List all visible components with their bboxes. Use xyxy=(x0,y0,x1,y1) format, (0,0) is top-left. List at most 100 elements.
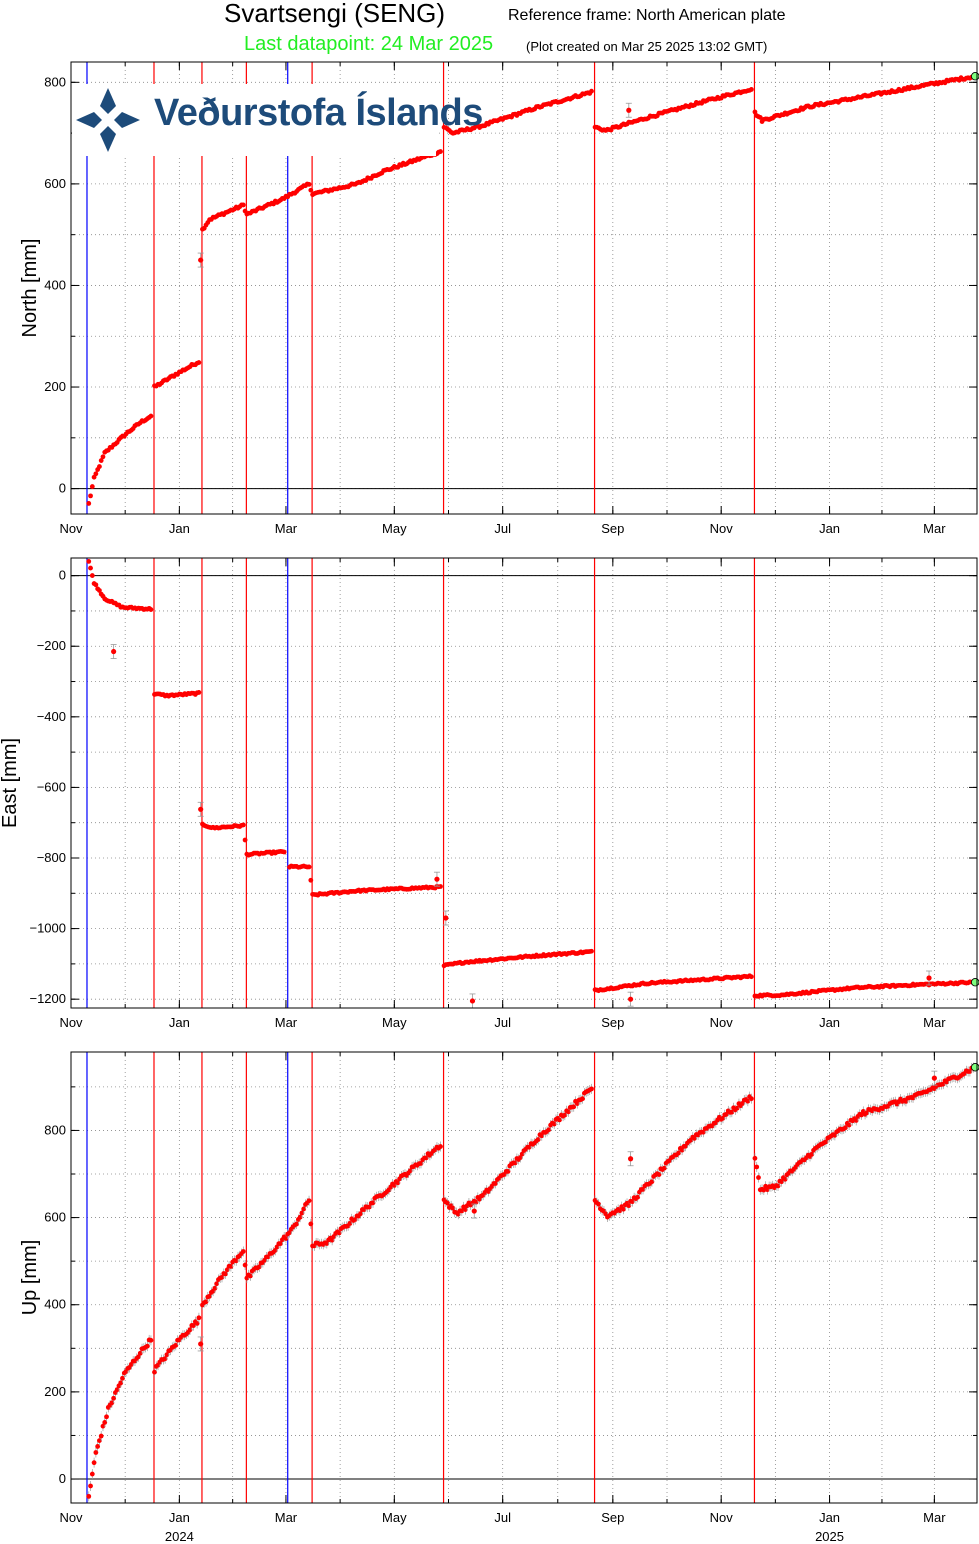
reference-frame-label: Reference frame: North American plate xyxy=(508,7,786,24)
title-bar: Svartsengi (SENG) Reference frame: North… xyxy=(0,0,979,30)
outlier-point xyxy=(627,1156,634,1162)
data-point xyxy=(301,1206,307,1212)
data-point xyxy=(438,149,443,154)
data-point xyxy=(407,1168,413,1174)
data-point xyxy=(626,1203,632,1209)
data-point xyxy=(224,1267,230,1273)
data-point xyxy=(589,948,594,954)
data-point xyxy=(574,1101,580,1106)
data-point xyxy=(98,458,104,463)
data-point xyxy=(748,1096,754,1102)
data-point xyxy=(294,1221,300,1227)
data-point xyxy=(734,1105,740,1111)
outlier-point xyxy=(627,996,634,1002)
data-point xyxy=(701,1129,706,1135)
panel-2 xyxy=(70,557,979,1009)
data-point xyxy=(297,1214,303,1220)
data-point xyxy=(551,1121,557,1127)
data-point xyxy=(148,1337,154,1343)
data-point xyxy=(505,1168,511,1174)
data-point xyxy=(748,974,754,980)
x-tick-label: Nov xyxy=(710,1015,734,1030)
data-point xyxy=(391,1182,397,1188)
data-point xyxy=(809,1151,815,1157)
data-point xyxy=(352,1217,358,1222)
data-point xyxy=(278,1241,284,1246)
data-point xyxy=(853,1118,859,1123)
data-point xyxy=(240,822,246,828)
data-point xyxy=(97,588,102,593)
data-point xyxy=(629,1199,635,1205)
x-tick-label: Jan xyxy=(819,1510,840,1525)
outlier-point xyxy=(198,1341,204,1347)
data-point xyxy=(98,1433,104,1439)
logo-text: Veðurstofa Íslands xyxy=(154,92,483,134)
y-axis-label: North [mm] xyxy=(19,239,41,338)
outlier-point xyxy=(111,648,117,655)
y-tick-label: −400 xyxy=(37,709,66,724)
x-tick-label: Sep xyxy=(601,1510,624,1525)
data-point xyxy=(450,1205,456,1211)
data-point xyxy=(692,1135,697,1141)
y-tick-label: 400 xyxy=(44,1297,66,1312)
data-point xyxy=(256,1264,262,1270)
y-tick-label: −200 xyxy=(37,638,66,653)
data-point xyxy=(102,1420,108,1425)
outlier-point xyxy=(469,998,476,1004)
x-tick-label: Jan xyxy=(169,1015,190,1030)
data-point xyxy=(93,582,99,588)
x-tick-label: Jan xyxy=(819,1015,840,1030)
station-title: Svartsengi (SENG) xyxy=(224,0,446,28)
data-point xyxy=(240,1249,246,1254)
x-tick-label: May xyxy=(382,521,407,536)
x-tick-label: Nov xyxy=(710,1510,734,1525)
data-point xyxy=(493,1181,498,1186)
last-datapoint-label: Last datapoint: 24 Mar 2025 xyxy=(244,33,494,55)
data-point xyxy=(191,1323,196,1328)
data-point xyxy=(358,1211,363,1217)
data-point xyxy=(196,360,202,365)
y-tick-label: 200 xyxy=(44,1384,66,1399)
x-tick-label: Mar xyxy=(275,521,298,536)
x-year-label: 2024 xyxy=(165,1529,194,1544)
data-point xyxy=(306,864,312,870)
x-tick-label: Nov xyxy=(59,521,83,536)
data-point xyxy=(95,1444,101,1449)
data-point xyxy=(336,1230,342,1236)
data-point xyxy=(120,1375,125,1381)
data-point xyxy=(423,1155,429,1161)
data-point xyxy=(370,1200,376,1206)
data-point xyxy=(679,1147,685,1153)
data-point xyxy=(347,1221,353,1226)
y-tick-label: 400 xyxy=(44,277,66,292)
data-point xyxy=(589,88,594,94)
plot-frame xyxy=(70,1051,978,1504)
data-point xyxy=(661,1165,667,1171)
x-year-label: 2025 xyxy=(815,1529,844,1544)
data-point xyxy=(219,1274,225,1280)
data-point xyxy=(240,202,246,208)
y-tick-label: 800 xyxy=(44,74,66,89)
data-point xyxy=(846,1122,852,1128)
data-point xyxy=(86,559,92,564)
data-point xyxy=(546,1127,552,1133)
data-point xyxy=(395,1180,401,1186)
data-point xyxy=(752,109,758,115)
data-point xyxy=(676,1150,681,1156)
data-point xyxy=(596,1201,602,1207)
data-point xyxy=(88,1483,93,1489)
data-point xyxy=(745,1098,751,1104)
data-point xyxy=(242,837,248,843)
data-point xyxy=(118,1380,124,1386)
data-point xyxy=(164,1352,170,1358)
data-point xyxy=(445,1200,451,1206)
outlier-point xyxy=(198,806,204,812)
data-point xyxy=(656,1172,662,1177)
x-tick-label: Jan xyxy=(169,521,190,536)
data-point xyxy=(91,1460,97,1466)
data-point xyxy=(248,1273,253,1279)
data-point xyxy=(367,1204,372,1210)
data-point xyxy=(137,1350,143,1356)
data-point xyxy=(212,1285,218,1291)
